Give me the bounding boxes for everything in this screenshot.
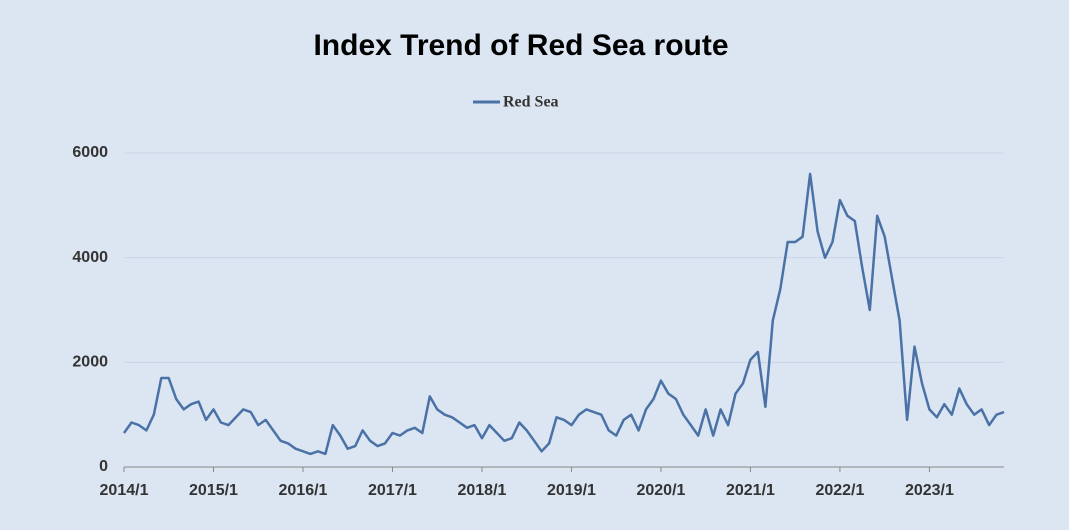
y-tick-label: 4000	[72, 249, 108, 266]
legend-label: Red Sea	[503, 94, 559, 111]
x-tick-label: 2018/1	[457, 482, 506, 499]
x-tick-label: 2022/1	[815, 482, 864, 499]
x-tick-label: 2014/1	[100, 482, 149, 499]
chart-title: Index Trend of Red Sea route	[313, 29, 728, 62]
y-tick-label: 2000	[72, 354, 108, 371]
x-tick-label: 2020/1	[636, 482, 685, 499]
line	[122, 172, 1005, 456]
x-tick-label: 2021/1	[726, 482, 775, 499]
x-tick-label: 2023/1	[905, 482, 954, 499]
x-tick-label: 2016/1	[279, 482, 328, 499]
x-tick-label: 2017/1	[368, 482, 417, 499]
y-tick-label: 0	[99, 458, 108, 475]
x-tick-label: 2019/1	[547, 482, 596, 499]
y-tick-label: 6000	[72, 144, 108, 161]
x-tick-label: 2015/1	[189, 482, 238, 499]
